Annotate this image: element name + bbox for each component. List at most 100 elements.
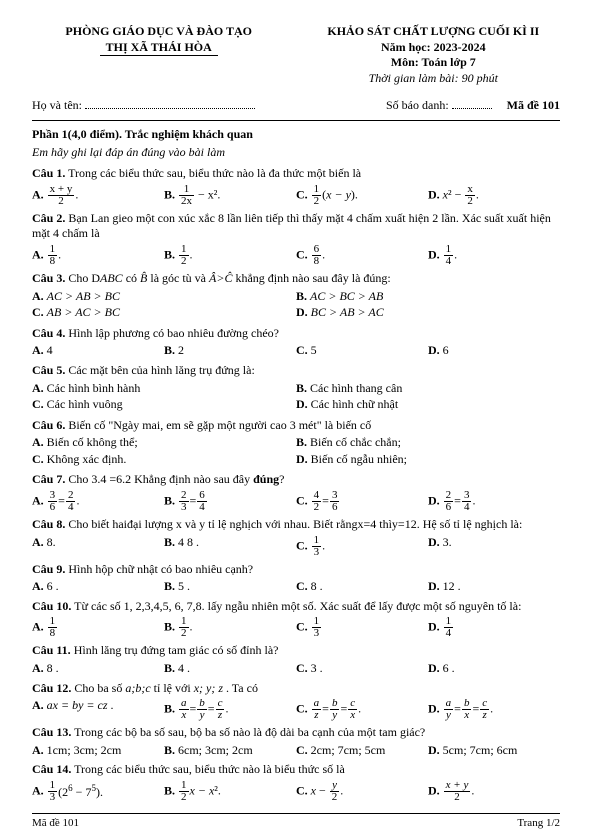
q2-choice-a: A. 18. [32,244,164,267]
q10-choice-a: A. 18 [32,616,164,639]
q1-choice-d: D. x² − x2. [428,184,560,207]
question-8: Câu 8. Cho biết haiđại lượng x và y tỉ l… [32,517,560,558]
q13-choice-c: C. 2cm; 7cm; 5cm [296,743,428,759]
q14-choice-d: D. x + y2. [428,780,560,803]
q6-choice-d: D. Biến cố ngẫu nhiên; [296,452,560,468]
q12-choice-c: C. az=by=cx. [296,698,428,721]
q2-text: Câu 2. Bạn Lan gieo một con xúc xắc 8 lầ… [32,211,560,242]
subject: Môn: Toán lớp 7 [307,55,560,71]
exam-title: KHẢO SÁT CHẤT LƯỢNG CUỐI KÌ II [307,24,560,40]
q14-choice-a: A. 13(26 − 75). [32,780,164,803]
q12-choice-b: B. ax=by=cz. [164,698,296,721]
org-district: THỊ XÃ THÁI HÒA [32,40,285,57]
header-left: PHÒNG GIÁO DỤC VÀ ĐÀO TẠO THỊ XÃ THÁI HÒ… [32,24,285,86]
q12-choice-a: A. ax = by = cz . [32,698,164,721]
q13-choice-a: A. 1cm; 3cm; 2cm [32,743,164,759]
q6-choice-a: A. Biến cố không thể; [32,435,296,451]
question-14: Câu 14. Trong các biểu thức sau, biểu th… [32,762,560,803]
q7-choice-b: B. 23=64 [164,490,296,513]
q2-choice-b: B. 12. [164,244,296,267]
q1-choice-b: B. 12x − x². [164,184,296,207]
q10-choice-c: C. 13 [296,616,428,639]
q5-choice-d: D. Các hình chữ nhật [296,397,560,413]
q12-choice-d: D. ay=bx=cz. [428,698,560,721]
q5-choice-c: C. Các hình vuông [32,397,296,413]
q9-choice-b: B. 5 . [164,579,296,595]
sbd-made: Số báo danh: Mã đề 101 [386,98,560,114]
q10-choice-b: B. 12. [164,616,296,639]
q11-choice-b: B. 4 . [164,661,296,677]
q13-choice-d: D. 5cm; 7cm; 6cm [428,743,560,759]
q8-choice-b: B. 4 8 . [164,535,296,558]
question-9: Câu 9. Hình hộp chữ nhật có bao nhiêu cạ… [32,562,560,595]
q3-choice-b: B. AC > BC > AB [296,289,560,305]
q4-choice-c: C. 5 [296,343,428,359]
section-sub: Em hãy ghi lại đáp án đúng vào bài làm [32,145,560,161]
q5-text: Câu 5. Các mặt bên của hình lăng trụ đứn… [32,363,560,379]
footer: Mã đề 101 Trang 1/2 [32,813,560,830]
q14-choice-b: B. 12x − x². [164,780,296,803]
q8-text: Câu 8. Cho biết haiđại lượng x và y tỉ l… [32,517,560,533]
question-11: Câu 11. Hình lăng trụ đứng tam giác có s… [32,643,560,676]
footer-right: Trang 1/2 [517,816,560,830]
q7-choice-a: A. 36=24. [32,490,164,513]
q13-text: Câu 13. Trong các bộ ba số sau, bộ ba số… [32,725,560,741]
duration: Thời gian làm bài: 90 phút [307,71,560,87]
q3-choice-a: A. AC > AB > BC [32,289,296,305]
question-13: Câu 13. Trong các bộ ba số sau, bộ ba số… [32,725,560,758]
question-12: Câu 12. Cho ba số a;b;c tỉ lệ với x; y; … [32,681,560,722]
q7-choice-d: D. 26=34. [428,490,560,513]
section-title: Phần 1(4,0 điểm). Trắc nghiệm khách quan [32,127,560,143]
q12-text: Câu 12. Cho ba số a;b;c tỉ lệ với x; y; … [32,681,560,697]
q4-choice-d: D. 6 [428,343,560,359]
q4-text: Câu 4. Hình lập phương có bao nhiêu đườn… [32,326,560,342]
q2-choice-d: D. 14. [428,244,560,267]
q10-choice-d: D. 14 [428,616,560,639]
question-1: Câu 1. Trong các biểu thức sau, biểu thứ… [32,166,560,207]
q4-choice-b: B. 2 [164,343,296,359]
q1-choice-a: A. x + y2. [32,184,164,207]
exam-code: Mã đề 101 [507,98,560,112]
q5-choice-b: B. Các hình thang cân [296,381,560,397]
name-dots [85,99,255,109]
q4-choice-a: A. 4 [32,343,164,359]
q6-choice-b: B. Biến cố chắc chắn; [296,435,560,451]
q1-text: Câu 1. Trong các biểu thức sau, biểu thứ… [32,166,560,182]
question-7: Câu 7. Cho 3.4 =6.2 Khẳng định nào sau đ… [32,472,560,513]
q11-choice-c: C. 3 . [296,661,428,677]
question-4: Câu 4. Hình lập phương có bao nhiêu đườn… [32,326,560,359]
q14-text: Câu 14. Trong các biểu thức sau, biểu th… [32,762,560,778]
q8-choice-c: C. 13. [296,535,428,558]
q3-choice-d: D. BC > AB > AC [296,305,560,321]
footer-left: Mã đề 101 [32,816,79,830]
q9-text: Câu 9. Hình hộp chữ nhật có bao nhiêu cạ… [32,562,560,578]
q3-text: Câu 3. Cho DABC có B̂ là góc tù và Â>Ĉ k… [32,271,560,287]
q7-choice-c: C. 42=36 [296,490,428,513]
q6-choice-c: C. Không xác định. [32,452,296,468]
divider [32,120,560,121]
q13-choice-b: B. 6cm; 3cm; 2cm [164,743,296,759]
q9-choice-d: D. 12 . [428,579,560,595]
q7-text: Câu 7. Cho 3.4 =6.2 Khẳng định nào sau đ… [32,472,560,488]
q3-choice-c: C. AB > AC > BC [32,305,296,321]
question-2: Câu 2. Bạn Lan gieo một con xúc xắc 8 lầ… [32,211,560,267]
q5-choice-a: A. Các hình bình hành [32,381,296,397]
header: PHÒNG GIÁO DỤC VÀ ĐÀO TẠO THỊ XÃ THÁI HÒ… [32,24,560,86]
question-3: Câu 3. Cho DABC có B̂ là góc tù và Â>Ĉ k… [32,271,560,322]
q14-choice-c: C. x − y2. [296,780,428,803]
name-field: Họ và tên: [32,98,255,114]
q10-text: Câu 10. Từ các số 1, 2,3,4,5, 6, 7,8. lấ… [32,599,560,615]
q11-choice-d: D. 6 . [428,661,560,677]
info-row: Họ và tên: Số báo danh: Mã đề 101 [32,98,560,114]
school-year: Năm học: 2023-2024 [307,40,560,56]
org-dept: PHÒNG GIÁO DỤC VÀ ĐÀO TẠO [32,24,285,40]
q11-choice-a: A. 8 . [32,661,164,677]
q6-text: Câu 6. Biến cố "Ngày mai, em sẽ gặp một … [32,418,560,434]
question-5: Câu 5. Các mặt bên của hình lăng trụ đứn… [32,363,560,414]
q9-choice-a: A. 6 . [32,579,164,595]
q11-text: Câu 11. Hình lăng trụ đứng tam giác có s… [32,643,560,659]
question-6: Câu 6. Biến cố "Ngày mai, em sẽ gặp một … [32,418,560,469]
q8-choice-a: A. 8. [32,535,164,558]
q9-choice-c: C. 8 . [296,579,428,595]
sbd-dots [452,99,492,109]
